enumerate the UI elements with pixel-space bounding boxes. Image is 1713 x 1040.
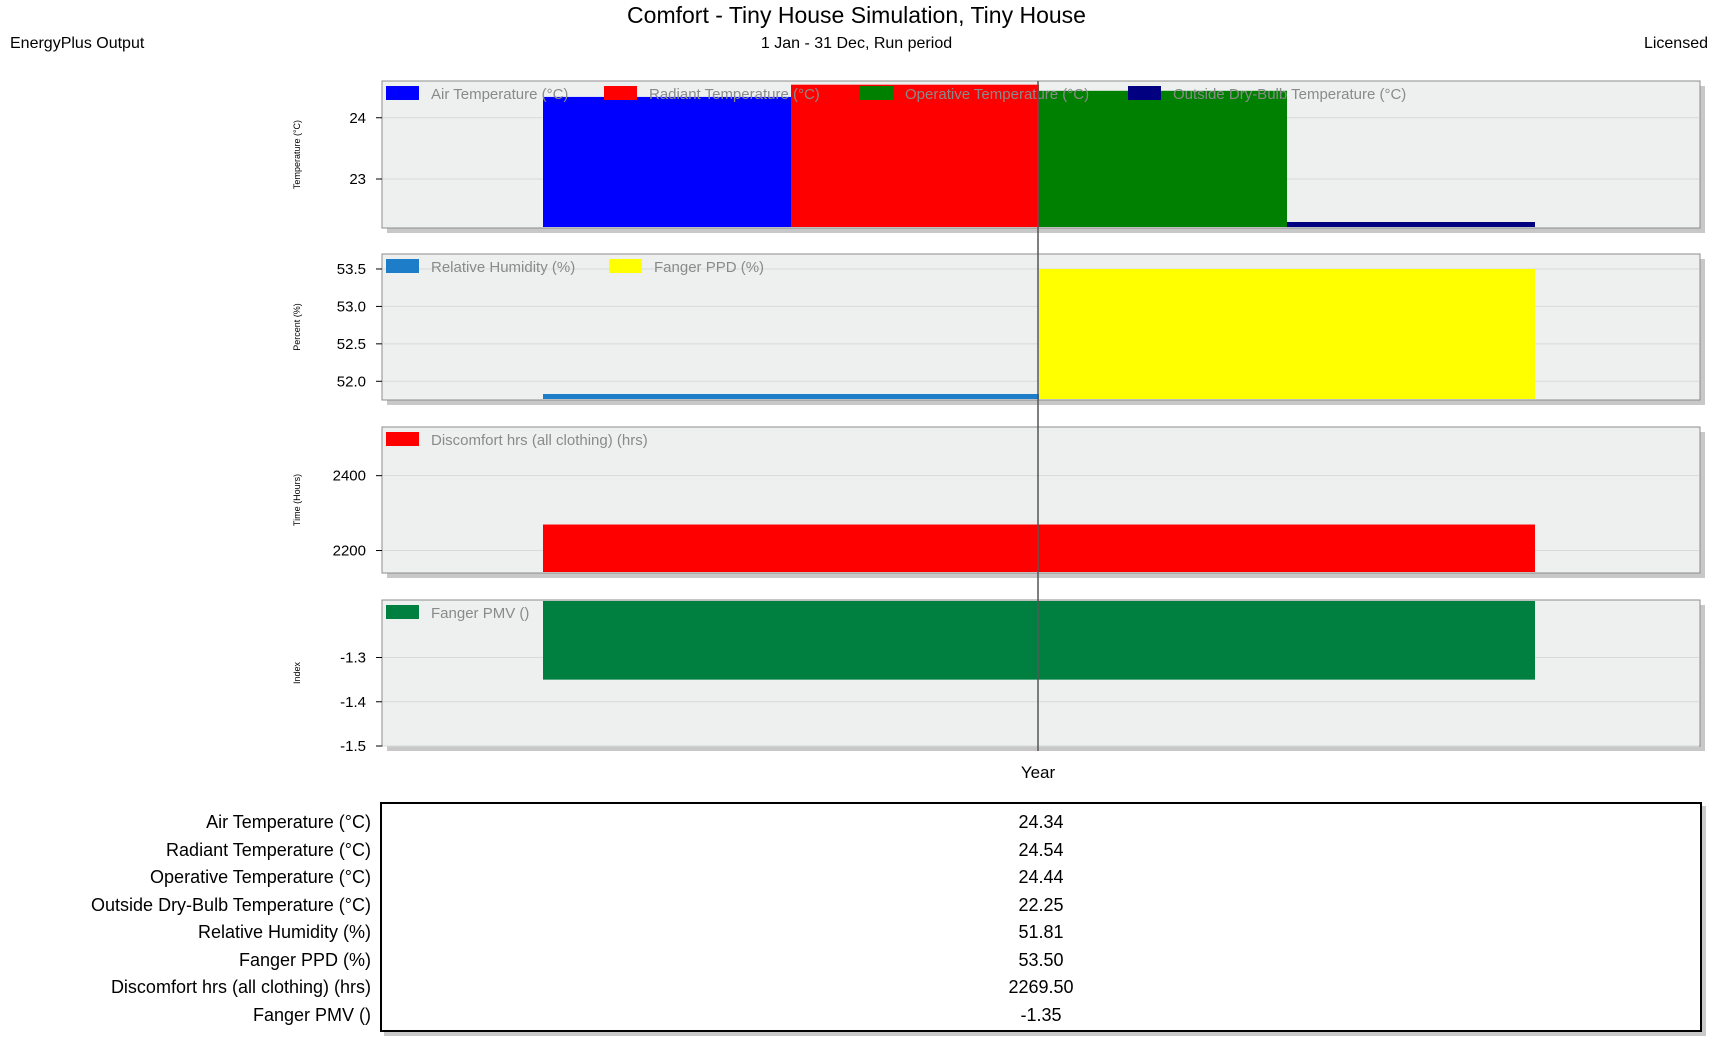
summary-value: 24.44 — [1018, 867, 1064, 887]
legend-swatch — [1128, 86, 1161, 100]
bar-operative-temperature-c — [1039, 90, 1287, 227]
bar-outside-dry-bulb-temperature-c — [1287, 222, 1535, 227]
y-tick-label: 53.0 — [337, 298, 366, 315]
y-tick-label: -1.5 — [340, 738, 366, 755]
legend-swatch — [604, 86, 637, 100]
summary-value: 51.81 — [1018, 922, 1064, 942]
summary-label: Radiant Temperature (°C) — [166, 839, 371, 860]
comfort-charts: 24 23 Air Temperature (°C) Radiant Temperat… — [292, 80, 1705, 782]
bar-relative-humidity — [543, 394, 1039, 399]
license-label: Licensed — [1643, 35, 1708, 52]
chart-panel-1: 24 23 Air Temperature (°C) Radiant Temperat… — [292, 80, 1705, 233]
chart-title: Comfort - Tiny House Simulation, Tiny Ho… — [627, 2, 1086, 28]
summary-label: Operative Temperature (°C) — [150, 867, 371, 887]
y-tick-label: 2200 — [333, 543, 366, 560]
y-tick-label: 52.0 — [337, 373, 366, 390]
y-tick-label: 2400 — [333, 468, 366, 485]
y-axis-label: Percent (%) — [292, 303, 302, 351]
y-tick-label: 52.5 — [337, 336, 366, 353]
summary-table — [380, 802, 1702, 1032]
chart-panel-4: -1.3 -1.4 -1.5 Fanger PMV () Index — [292, 599, 1705, 755]
legend-swatch — [386, 432, 419, 446]
summary-value: 24.34 — [1018, 812, 1064, 832]
y-tick-label: -1.4 — [340, 694, 366, 711]
summary-label: Fanger PPD (%) — [238, 949, 371, 970]
legend-label: Fanger PPD (%) — [654, 259, 764, 276]
y-tick-label: 24 — [349, 110, 366, 127]
summary-value: 22.25 — [1018, 894, 1064, 915]
legend-label: Outside Dry-Bulb Temperature (°C) — [1173, 86, 1406, 103]
legend-label: Fanger PMV () — [431, 605, 529, 622]
legend-swatch — [860, 86, 893, 100]
bar-radiant-temperature-c — [791, 84, 1039, 227]
summary-label: Discomfort hrs (all clothing) (hrs) — [110, 977, 371, 997]
legend-label: Air Temperature (°C) — [431, 86, 568, 103]
legend-label: Relative Humidity (%) — [431, 259, 575, 276]
legend-swatch — [386, 605, 419, 619]
y-axis-label: Index — [292, 661, 302, 684]
source-label: EnergyPlus Output — [10, 35, 145, 52]
summary-label: Air Temperature (°C) — [206, 812, 371, 832]
bar-fanger-ppd — [1039, 268, 1535, 399]
summary-label: Fanger PMV () — [252, 1004, 371, 1025]
bar-air-temperature-c — [543, 96, 791, 227]
summary-value: 53.50 — [1018, 949, 1064, 970]
y-tick-label: -1.3 — [340, 650, 366, 667]
legend-label: Discomfort hrs (all clothing) (hrs) — [431, 432, 648, 449]
y-tick-label: 23 — [349, 171, 366, 188]
legend-swatch — [386, 259, 419, 273]
bar-fanger-pmv — [543, 601, 1535, 680]
summary-value: -1.35 — [1020, 1004, 1062, 1025]
y-tick-label: 53.5 — [337, 261, 366, 278]
legend-label: Radiant Temperature (°C) — [649, 86, 820, 103]
x-axis-label: Year — [1021, 763, 1056, 782]
y-axis-label: Temperature (°C) — [292, 120, 302, 189]
summary-label: Outside Dry-Bulb Temperature (°C) — [91, 894, 371, 915]
bar-discomfort-hrs-all-clothing-hrs — [543, 524, 1535, 572]
chart-panel-2: 53.5 53.0 52.5 52.0 Relative Humidity (%) Fan… — [292, 253, 1705, 405]
summary-value: 2269.50 — [1008, 977, 1074, 997]
legend-swatch — [386, 86, 419, 100]
legend-swatch — [609, 259, 642, 273]
summary-label: Relative Humidity (%) — [197, 922, 371, 942]
y-axis-label: Time (Hours) — [292, 474, 302, 526]
legend-label: Operative Temperature (°C) — [905, 86, 1089, 103]
chart-subtitle: 1 Jan - 31 Dec, Run period — [760, 35, 953, 52]
summary-value: 24.54 — [1018, 839, 1064, 860]
chart-panel-3: 2400 2200 Discomfort hrs (all clothing) (h… — [292, 426, 1705, 578]
